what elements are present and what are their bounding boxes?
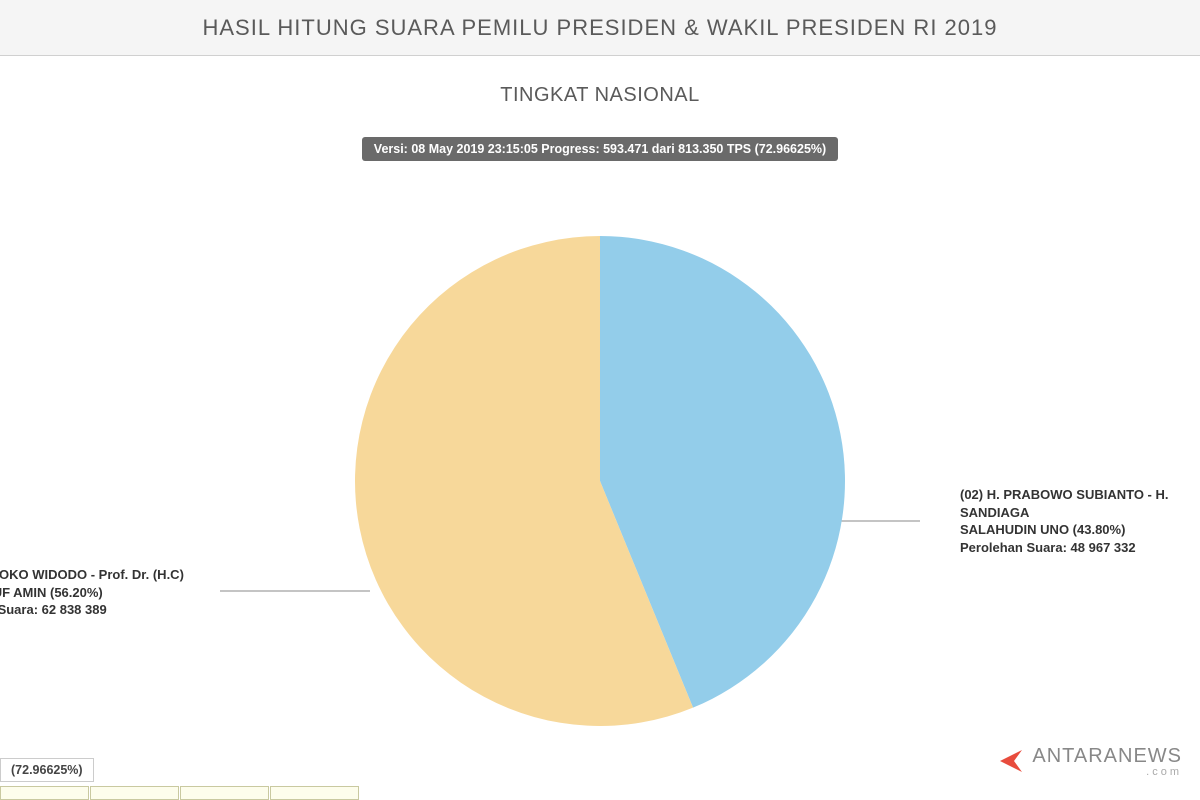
tab-stub [90, 786, 179, 800]
tab-stub [0, 786, 89, 800]
watermark-brand: ANTARANEWS [1032, 745, 1182, 768]
watermark-suffix: .com [1146, 766, 1182, 778]
version-badge: Versi: 08 May 2019 23:15:05 Progress: 59… [362, 137, 838, 161]
page-title: HASIL HITUNG SUARA PEMILU PRESIDEN & WAK… [203, 15, 998, 41]
tab-stub [270, 786, 359, 800]
candidate-01-name-2: MA'RUF AMIN (56.20%) [0, 584, 240, 602]
subtitle-section: TINGKAT NASIONAL Versi: 08 May 2019 23:1… [0, 84, 1200, 161]
candidate-01-name-1: Ir. H. JOKO WIDODO - Prof. Dr. (H.C) [0, 566, 240, 584]
candidate-02-votes: Perolehan Suara: 48 967 332 [960, 539, 1200, 557]
chart-subtitle: TINGKAT NASIONAL [0, 84, 1200, 107]
watermark: ANTARANEWS .com [992, 744, 1182, 778]
antara-logo-icon [992, 744, 1026, 778]
label-candidate-01: Ir. H. JOKO WIDODO - Prof. Dr. (H.C) MA'… [0, 566, 240, 619]
candidate-01-votes: lehan Suara: 62 838 389 [0, 601, 240, 619]
candidate-02-name-2: SALAHUDIN UNO (43.80%) [960, 521, 1200, 539]
chart-area: (02) H. PRABOWO SUBIANTO - H. SANDIAGA S… [0, 181, 1200, 781]
progress-chip: (72.96625%) [0, 758, 94, 782]
tab-strip [0, 786, 360, 800]
leader-line-left [220, 581, 370, 601]
candidate-02-name-1: (02) H. PRABOWO SUBIANTO - H. SANDIAGA [960, 486, 1200, 521]
label-candidate-02: (02) H. PRABOWO SUBIANTO - H. SANDIAGA S… [960, 486, 1200, 556]
header-bar: HASIL HITUNG SUARA PEMILU PRESIDEN & WAK… [0, 0, 1200, 56]
pie-chart [355, 236, 845, 726]
pie-svg [355, 236, 845, 726]
tab-stub [180, 786, 269, 800]
